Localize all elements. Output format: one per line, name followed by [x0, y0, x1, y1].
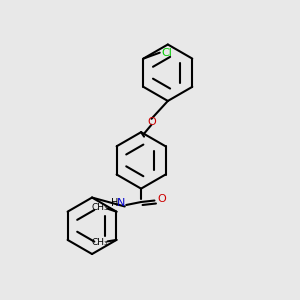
Text: H: H	[111, 199, 118, 208]
Text: O: O	[158, 194, 166, 204]
Text: CH₃: CH₃	[92, 238, 109, 247]
Text: Cl: Cl	[162, 48, 172, 58]
Text: N: N	[117, 199, 125, 208]
Text: CH₃: CH₃	[92, 203, 109, 212]
Text: O: O	[147, 117, 156, 127]
